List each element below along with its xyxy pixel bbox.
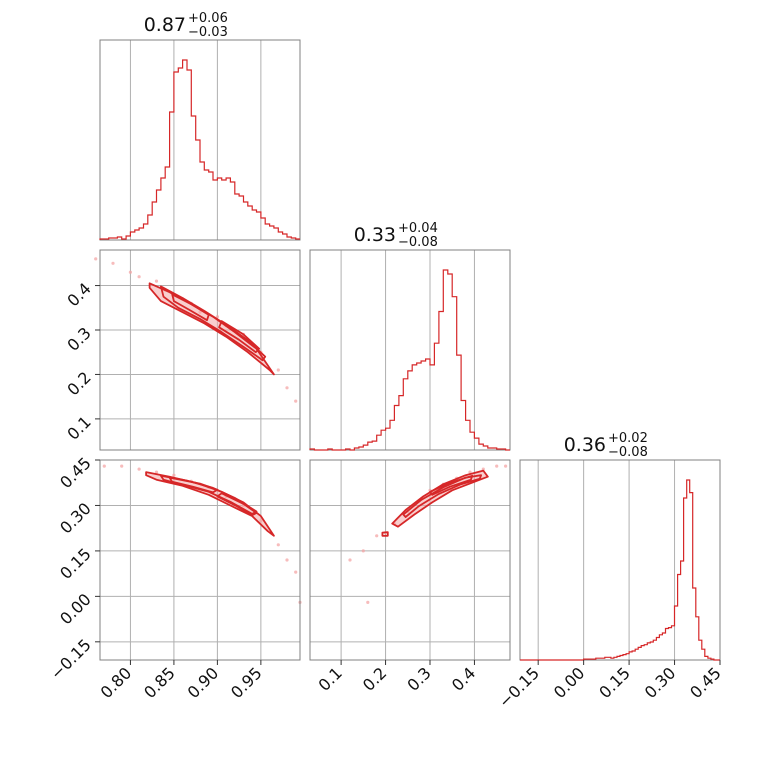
y-tick-label-p1-2: 0.3: [63, 323, 94, 354]
contour-1-0-0: [148, 282, 275, 376]
scatter-point: [285, 386, 289, 390]
contour-2-1-0: [391, 469, 489, 528]
scatter-point: [154, 279, 159, 283]
scatter-point: [348, 558, 352, 562]
contour-2-0-3: [216, 492, 258, 517]
contour-2-1-3: [381, 531, 389, 537]
scatter-point: [172, 473, 176, 477]
contour-1-0-1: [159, 285, 267, 362]
scatter-point: [276, 543, 280, 547]
y-tick-label-p2-0: −0.15: [47, 635, 95, 683]
contour-1-0-3: [218, 320, 261, 354]
contour-2-1-2: [429, 474, 474, 496]
scatter-point: [495, 464, 499, 468]
x-tick-label-p2-4: 0.45: [686, 663, 725, 702]
scatter-point: [154, 470, 159, 474]
panel-title-p1: 0.33 +0.04−0.08: [354, 221, 438, 250]
x-tick-label-p2-3: 0.30: [641, 663, 680, 702]
x-tick-label-p2-2: 0.15: [595, 663, 634, 702]
scatter-point: [215, 315, 219, 319]
title-lower-err: −0.08: [608, 445, 648, 460]
panel-title-p2: 0.36 +0.02−0.08: [564, 431, 648, 460]
pair-panel-2-1-frame: [309, 459, 511, 661]
scatter-point: [102, 464, 106, 468]
x-tick-label-p1-0: 0.1: [315, 663, 346, 694]
contour-2-0-0: [145, 471, 275, 537]
x-tick-label-p0-1: 0.85: [140, 663, 179, 702]
x-tick-label-p1-3: 0.4: [448, 663, 479, 694]
title-lower-err: −0.03: [188, 25, 228, 40]
scatter-point: [366, 600, 370, 605]
scatter-point: [94, 257, 98, 261]
y-tick-label-p1-1: 0.2: [63, 368, 94, 399]
scatter-point: [120, 464, 124, 468]
scatter-point: [128, 270, 132, 274]
hist-panel-0-frame: [99, 39, 301, 241]
scatter-point: [137, 275, 141, 279]
pair-panel-1-0-frame: [99, 249, 301, 451]
y-tick-label-p1-0: 0.1: [63, 412, 94, 443]
histogram-p2: [520, 479, 720, 661]
scatter-point: [137, 467, 141, 471]
pair-panel-2-0-frame: [99, 459, 301, 661]
y-tick-label-p2-4: 0.45: [56, 453, 95, 492]
title-median: 0.36: [564, 434, 606, 456]
scatter-point: [285, 558, 289, 562]
x-tick-label-p0-2: 0.90: [184, 663, 223, 702]
histogram-p1: [309, 269, 510, 451]
contour-2-1-1: [402, 474, 483, 518]
title-median: 0.87: [144, 14, 186, 36]
x-tick-label-p1-1: 0.2: [359, 663, 390, 694]
scatter-point: [468, 470, 472, 474]
y-tick-label-p2-2: 0.15: [56, 544, 95, 583]
title-upper-err: +0.02: [608, 431, 648, 446]
scatter-point: [294, 399, 298, 403]
histogram-p0: [99, 59, 300, 240]
title-lower-err: −0.08: [398, 235, 438, 250]
scatter-point: [276, 368, 280, 372]
title-median: 0.33: [354, 224, 396, 246]
y-tick-label-p2-3: 0.30: [56, 499, 95, 538]
title-upper-err: +0.06: [188, 11, 228, 26]
x-tick-label-p0-0: 0.80: [97, 663, 136, 702]
panel-title-p0: 0.87 +0.06−0.03: [144, 11, 228, 40]
hist-panel-1-frame: [309, 249, 511, 451]
scatter-point: [294, 570, 298, 574]
scatter-point: [375, 534, 379, 538]
scatter-point: [504, 464, 508, 468]
x-tick-label-p0-3: 0.95: [227, 663, 266, 702]
contour-1-0-2: [171, 293, 210, 322]
x-tick-label-p1-2: 0.3: [403, 663, 434, 694]
x-tick-label-p2-1: 0.00: [550, 663, 589, 702]
scatter-point: [361, 549, 365, 553]
x-tick-label-p2-0: −0.15: [495, 663, 543, 711]
scatter-point: [111, 261, 115, 265]
hist-panel-2-frame: [519, 459, 721, 661]
contour-2-0-2: [168, 476, 219, 494]
title-upper-err: +0.04: [398, 221, 438, 236]
y-tick-label-p2-1: 0.00: [56, 590, 95, 629]
y-tick-label-p1-3: 0.4: [63, 279, 94, 310]
